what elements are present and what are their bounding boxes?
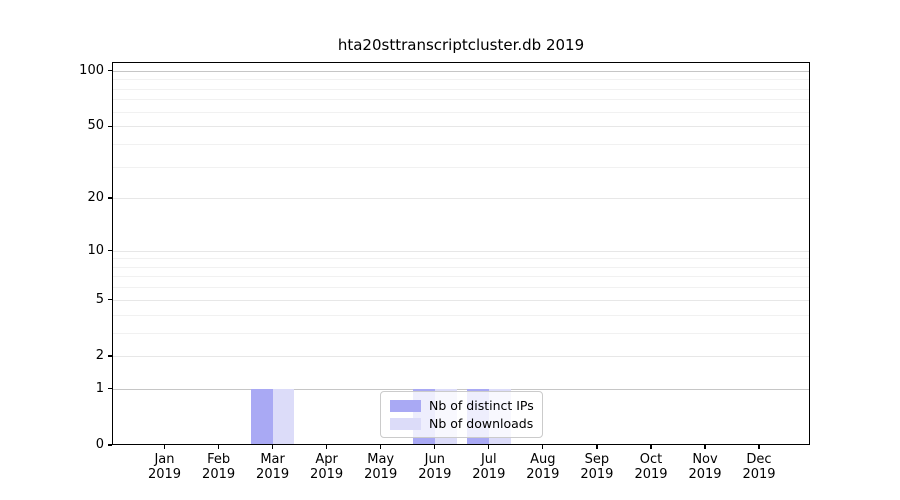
x-tick-label: Apr 2019 [310,451,344,483]
minor-gridline [112,111,810,113]
minor-gridline [112,99,810,101]
y-tick-mark [108,355,112,357]
y-tick-label: 5 [95,291,104,307]
minor-gridline [112,287,810,289]
x-tick-mark [217,445,220,449]
y-tick-mark [108,249,112,252]
x-tick-mark [542,445,544,449]
x-tick-label: Jun 2019 [418,451,452,483]
y-tick-mark [108,444,112,446]
y-tick-label: 50 [87,118,104,134]
x-tick-label: Feb 2019 [202,451,236,483]
x-tick-label: Mar 2019 [256,451,290,483]
minor-gridline [112,88,810,90]
major-gridline [112,388,810,390]
minor-gridline [112,266,810,268]
x-tick-mark [325,445,328,449]
major-gridline [112,70,810,72]
major-gridline [112,355,810,357]
y-tick-mark [108,388,112,390]
major-gridline [112,198,810,200]
x-tick-label: Nov 2019 [688,451,722,483]
x-tick-mark [704,445,706,449]
bar-distinct-ips-mar-2019 [250,388,273,445]
legend-swatch-downloads [390,417,421,430]
y-tick-mark [108,299,112,301]
y-tick-label: 100 [79,62,104,78]
x-tick-mark [596,445,598,449]
x-tick-mark [650,445,652,449]
x-tick-label: Jul 2019 [472,451,506,483]
x-tick-mark [271,445,274,449]
x-tick-mark [758,445,760,449]
x-tick-label: Sep 2019 [580,451,614,483]
y-tick-label: 1 [95,380,104,396]
legend: Nb of distinct IPs Nb of downloads [380,391,543,438]
y-tick-label: 0 [95,437,104,452]
legend-item-distinct-ips: Nb of distinct IPs [390,397,534,414]
major-gridline [112,299,810,301]
x-tick-label: Aug 2019 [526,451,560,483]
legend-label-downloads: Nb of downloads [429,416,534,431]
minor-gridline [112,314,810,316]
minor-gridline [112,332,810,334]
major-gridline [112,250,810,252]
y-tick-mark [108,125,112,127]
minor-gridline [112,79,810,81]
legend-swatch-distinct-ips [390,399,421,412]
x-tick-mark [380,445,382,449]
y-tick-mark [108,70,112,72]
legend-label-distinct-ips: Nb of distinct IPs [429,398,534,413]
major-gridline [112,126,810,128]
minor-gridline [112,276,810,278]
minor-gridline [112,143,810,145]
legend-item-downloads: Nb of downloads [390,415,534,432]
minor-gridline [112,258,810,260]
x-tick-label: Jan 2019 [147,451,182,483]
y-tick-label: 2 [95,347,104,363]
x-tick-label: Oct 2019 [634,451,668,483]
y-tick-mark [108,197,112,199]
x-tick-label: Dec 2019 [742,451,776,483]
minor-gridline [112,166,810,168]
x-tick-mark [488,445,490,449]
x-tick-mark [434,445,436,449]
bar-downloads-mar-2019 [272,388,295,445]
x-tick-mark [163,445,166,449]
x-tick-label: May 2019 [364,451,398,483]
y-tick-label: 20 [87,190,104,206]
chart-title: hta20sttranscriptcluster.db 2019 [337,36,585,54]
y-tick-label: 10 [87,242,104,258]
plot-area [112,62,810,445]
